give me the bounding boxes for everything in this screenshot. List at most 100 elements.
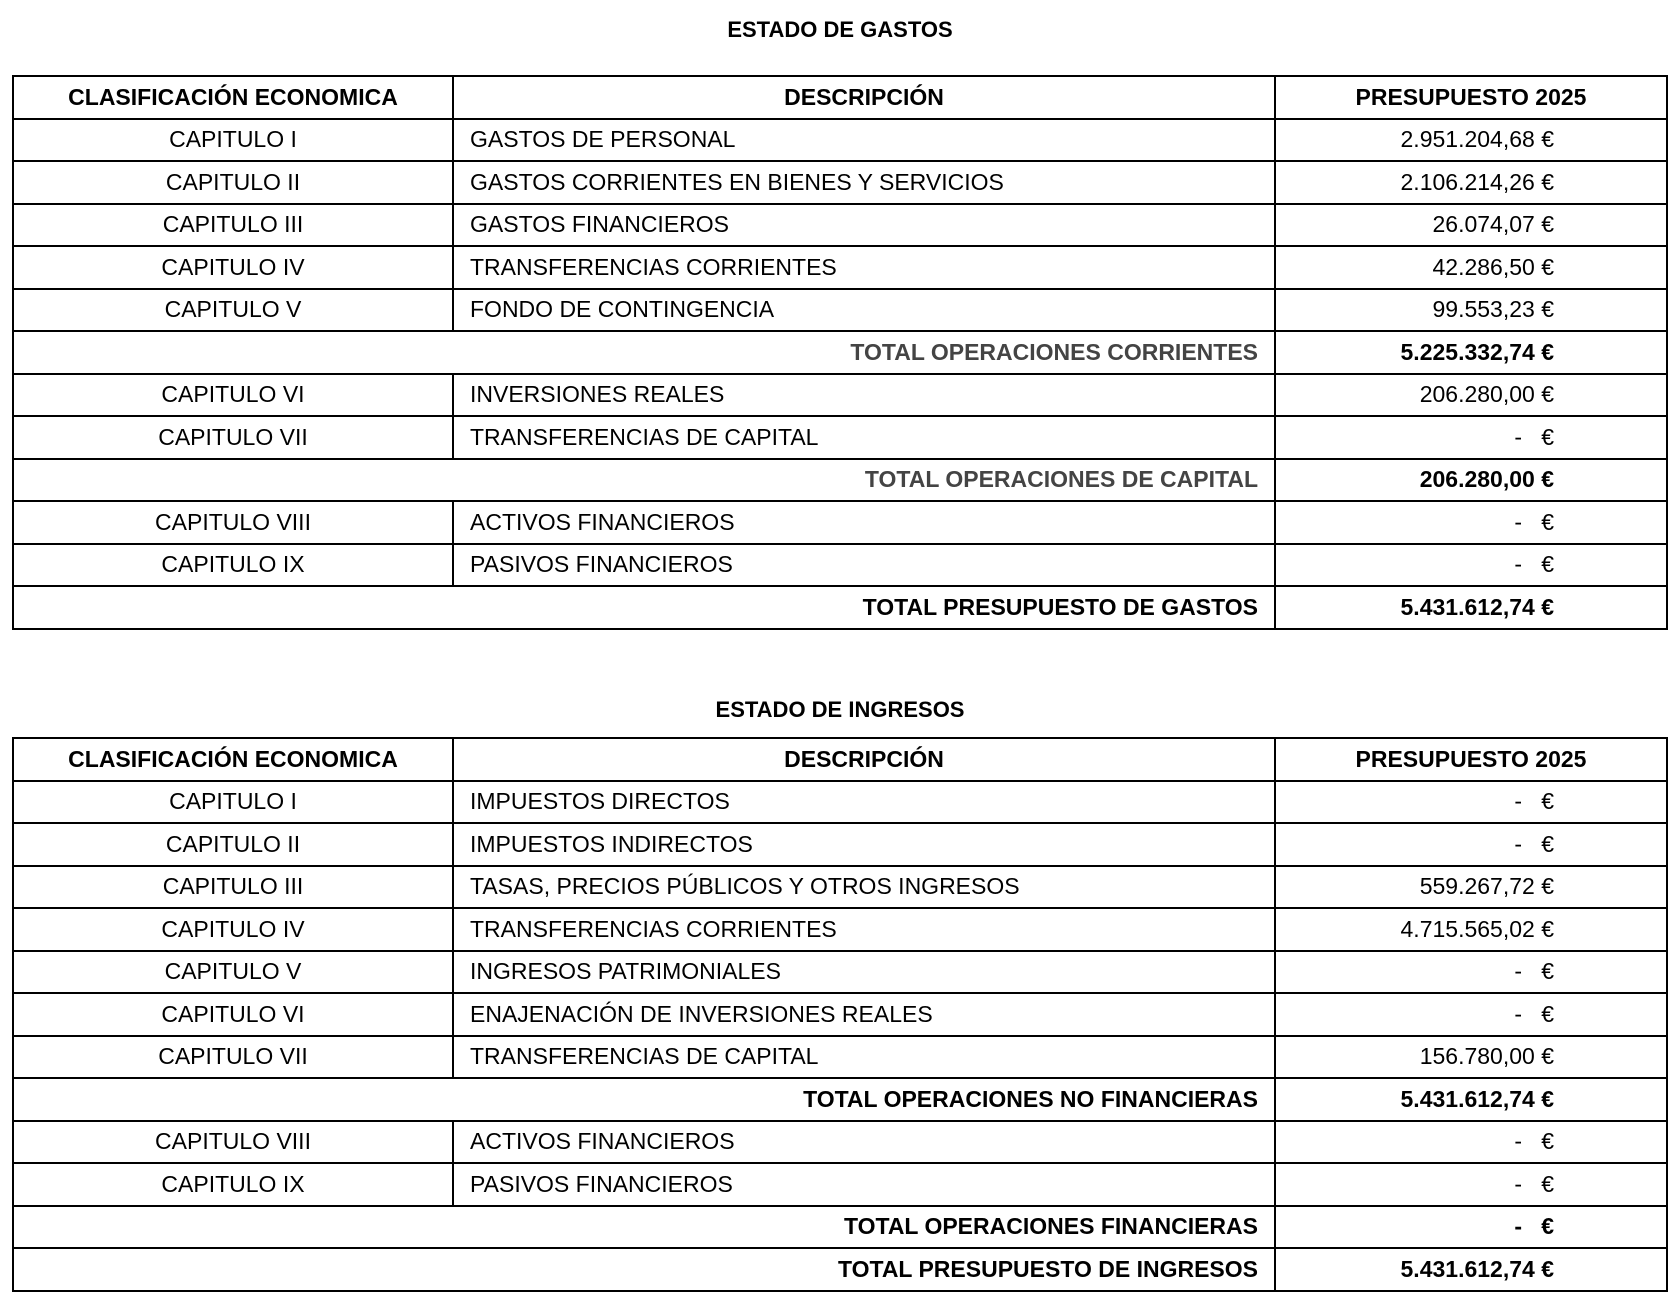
table-row: CAPITULO IV TRANSFERENCIAS CORRIENTES 42.2… [12,245,1668,290]
ingresos-title: ESTADO DE INGRESOS [715,697,965,722]
chapter-code: CAPITULO V [12,287,454,332]
total-amount: 5.431.612,74 € [1274,1247,1668,1292]
chapter-code: CAPITULO VI [12,992,454,1037]
chapter-description: ACTIVOS FINANCIEROS [452,1119,1276,1164]
chapter-code: CAPITULO IV [12,907,454,952]
chapter-amount: 99.553,23 € [1274,287,1668,332]
chapter-code: CAPITULO VIII [12,1119,454,1164]
chapter-amount: - € [1274,779,1668,824]
chapter-amount: - € [1274,415,1668,460]
chapter-amount: 4.715.565,02 € [1274,907,1668,952]
chapter-description: ACTIVOS FINANCIEROS [452,500,1276,545]
ingresos-table: CLASIFICACIÓN ECONOMICA DESCRIPCIÓN PRESUP… [12,737,1668,1292]
classification-header: CLASIFICACIÓN ECONOMICA [12,75,454,120]
chapter-description: GASTOS FINANCIEROS [452,202,1276,247]
chapter-code: CAPITULO IX [12,1162,454,1207]
chapter-amount: 559.267,72 € [1274,864,1668,909]
table-row: CAPITULO II IMPUESTOS INDIRECTOS - € [12,822,1668,867]
chapter-code: CAPITULO II [12,822,454,867]
total-row: TOTAL OPERACIONES DE CAPITAL 206.280,00 € [12,457,1668,502]
table-row: CAPITULO IX PASIVOS FINANCIEROS - € [12,542,1668,587]
classification-header: CLASIFICACIÓN ECONOMICA [12,737,454,782]
chapter-code: CAPITULO II [12,160,454,205]
chapter-description: TRANSFERENCIAS CORRIENTES [452,245,1276,290]
total-amount: 5.431.612,74 € [1274,585,1668,630]
chapter-code: CAPITULO I [12,779,454,824]
total-label: TOTAL PRESUPUESTO DE GASTOS [12,585,1276,630]
chapter-description: PASIVOS FINANCIEROS [452,542,1276,587]
table-row: CAPITULO IV TRANSFERENCIAS CORRIENTES 4.71… [12,907,1668,952]
total-amount: 5.431.612,74 € [1274,1077,1668,1122]
table-row: CAPITULO III GASTOS FINANCIEROS 26.074,07 … [12,202,1668,247]
chapter-code: CAPITULO V [12,949,454,994]
chapter-description: TRANSFERENCIAS CORRIENTES [452,907,1276,952]
total-label: TOTAL OPERACIONES NO FINANCIERAS [12,1077,1276,1122]
chapter-amount: 206.280,00 € [1274,372,1668,417]
chapter-description: IMPUESTOS DIRECTOS [452,779,1276,824]
total-row: TOTAL OPERACIONES NO FINANCIERAS 5.431.61… [12,1077,1668,1122]
table-row: CAPITULO V FONDO DE CONTINGENCIA 99.553,23… [12,287,1668,332]
chapter-description: ENAJENACIÓN DE INVERSIONES REALES [452,992,1276,1037]
table-row: CAPITULO VII TRANSFERENCIAS DE CAPITAL 156… [12,1034,1668,1079]
header-row: CLASIFICACIÓN ECONOMICA DESCRIPCIÓN PRESUP… [12,75,1668,120]
chapter-code: CAPITULO I [12,117,454,162]
table-row: CAPITULO V INGRESOS PATRIMONIALES - € [12,949,1668,994]
total-row: TOTAL OPERACIONES FINANCIERAS - € [12,1204,1668,1249]
chapter-amount: 156.780,00 € [1274,1034,1668,1079]
total-amount: - € [1274,1204,1668,1249]
chapter-amount: - € [1274,949,1668,994]
chapter-code: CAPITULO III [12,864,454,909]
chapter-code: CAPITULO VII [12,415,454,460]
description-header: DESCRIPCIÓN [452,75,1276,120]
chapter-amount: - € [1274,1162,1668,1207]
chapter-amount: 2.106.214,26 € [1274,160,1668,205]
chapter-description: GASTOS DE PERSONAL [452,117,1276,162]
total-row: TOTAL OPERACIONES CORRIENTES 5.225.332,74… [12,330,1668,375]
gastos-table: CLASIFICACIÓN ECONOMICA DESCRIPCIÓN PRESUP… [12,75,1668,630]
table-row: CAPITULO VI INVERSIONES REALES 206.280,00 … [12,372,1668,417]
chapter-description: TASAS, PRECIOS PÚBLICOS Y OTROS INGRESOS [452,864,1276,909]
chapter-description: TRANSFERENCIAS DE CAPITAL [452,1034,1276,1079]
total-label: TOTAL PRESUPUESTO DE INGRESOS [12,1247,1276,1292]
chapter-amount: 42.286,50 € [1274,245,1668,290]
chapter-amount: - € [1274,992,1668,1037]
chapter-amount: - € [1274,822,1668,867]
table-row: CAPITULO I IMPUESTOS DIRECTOS - € [12,779,1668,824]
chapter-description: PASIVOS FINANCIEROS [452,1162,1276,1207]
header-row: CLASIFICACIÓN ECONOMICA DESCRIPCIÓN PRESUP… [12,737,1668,782]
table-row: CAPITULO IX PASIVOS FINANCIEROS - € [12,1162,1668,1207]
total-label: TOTAL OPERACIONES FINANCIERAS [12,1204,1276,1249]
total-amount: 206.280,00 € [1274,457,1668,502]
total-amount: 5.225.332,74 € [1274,330,1668,375]
table-row: CAPITULO I GASTOS DE PERSONAL 2.951.204,68… [12,117,1668,162]
budget-header: PRESUPUESTO 2025 [1274,737,1668,782]
chapter-code: CAPITULO III [12,202,454,247]
chapter-code: CAPITULO IX [12,542,454,587]
description-header: DESCRIPCIÓN [452,737,1276,782]
total-label: TOTAL OPERACIONES DE CAPITAL [12,457,1276,502]
total-label: TOTAL OPERACIONES CORRIENTES [12,330,1276,375]
chapter-code: CAPITULO VIII [12,500,454,545]
table-row: CAPITULO VIII ACTIVOS FINANCIEROS - € [12,500,1668,545]
chapter-description: TRANSFERENCIAS DE CAPITAL [452,415,1276,460]
gastos-title: ESTADO DE GASTOS [727,17,953,42]
total-row: TOTAL PRESUPUESTO DE INGRESOS 5.431.612,7… [12,1247,1668,1292]
chapter-amount: - € [1274,500,1668,545]
chapter-amount: 2.951.204,68 € [1274,117,1668,162]
chapter-description: GASTOS CORRIENTES EN BIENES Y SERVICIOS [452,160,1276,205]
total-row: TOTAL PRESUPUESTO DE GASTOS 5.431.612,74 … [12,585,1668,630]
table-row: CAPITULO II GASTOS CORRIENTES EN BIENES Y… [12,160,1668,205]
chapter-amount: - € [1274,1119,1668,1164]
chapter-description: IMPUESTOS INDIRECTOS [452,822,1276,867]
chapter-amount: 26.074,07 € [1274,202,1668,247]
budget-header: PRESUPUESTO 2025 [1274,75,1668,120]
chapter-description: INVERSIONES REALES [452,372,1276,417]
chapter-amount: - € [1274,542,1668,587]
table-row: CAPITULO VII TRANSFERENCIAS DE CAPITAL - € [12,415,1668,460]
table-row: CAPITULO VIII ACTIVOS FINANCIEROS - € [12,1119,1668,1164]
chapter-code: CAPITULO VI [12,372,454,417]
chapter-code: CAPITULO VII [12,1034,454,1079]
table-row: CAPITULO III TASAS, PRECIOS PÚBLICOS Y OT… [12,864,1668,909]
chapter-description: INGRESOS PATRIMONIALES [452,949,1276,994]
chapter-code: CAPITULO IV [12,245,454,290]
